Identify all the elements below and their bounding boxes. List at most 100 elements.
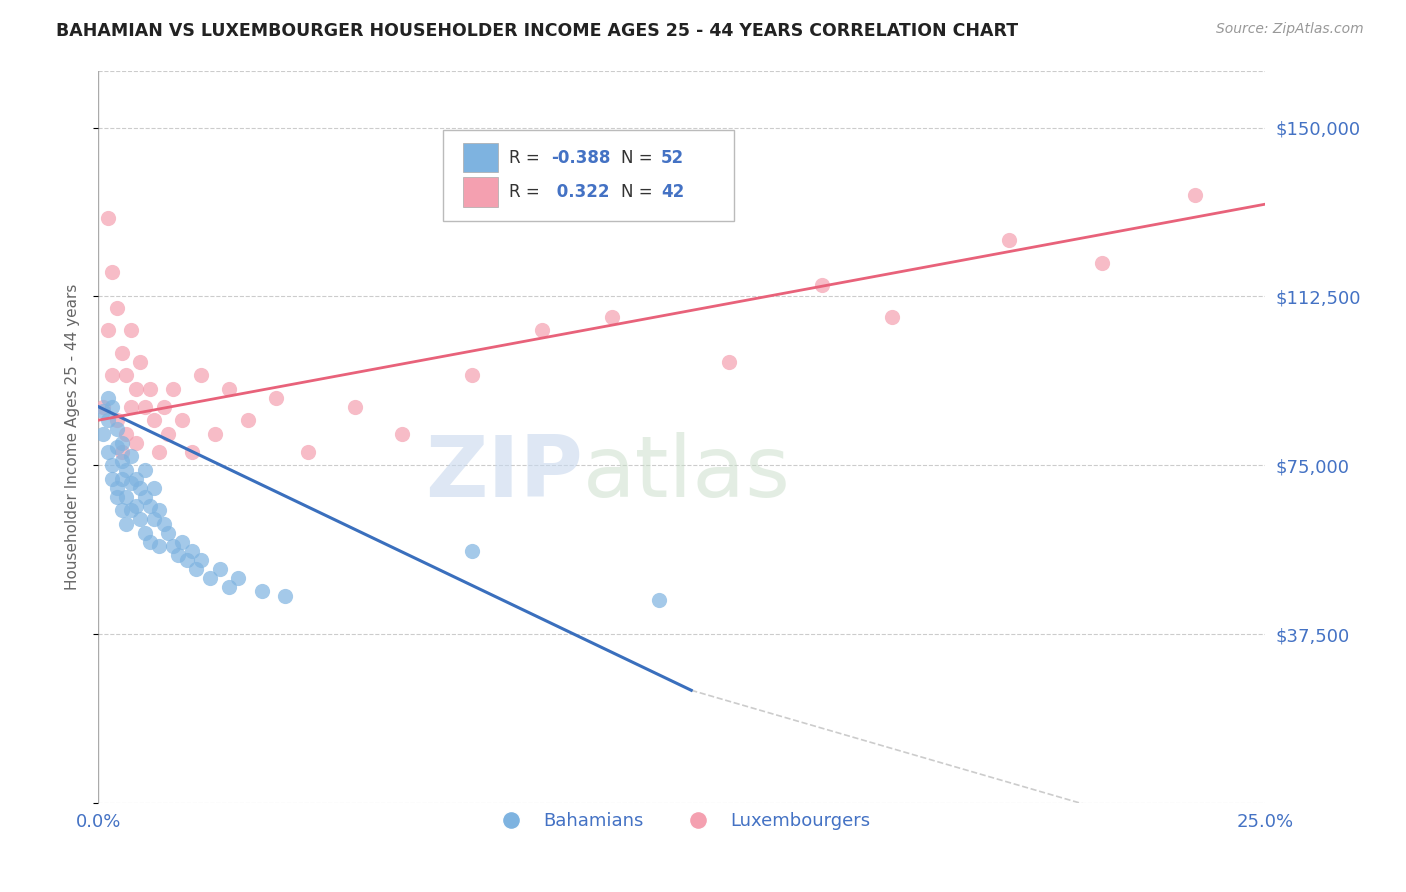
Text: R =: R = xyxy=(509,149,546,167)
Point xyxy=(101,458,124,473)
Point xyxy=(190,553,212,567)
FancyBboxPatch shape xyxy=(463,178,498,207)
Point xyxy=(129,512,152,526)
Point xyxy=(120,323,142,337)
Point xyxy=(97,323,120,337)
Point xyxy=(105,481,128,495)
Point xyxy=(125,472,148,486)
Point xyxy=(91,404,114,418)
Point xyxy=(236,413,259,427)
Point xyxy=(139,534,162,549)
Text: atlas: atlas xyxy=(582,432,790,516)
Point xyxy=(115,516,138,531)
Point xyxy=(125,382,148,396)
Point xyxy=(172,413,194,427)
Text: ZIP: ZIP xyxy=(425,432,582,516)
Point xyxy=(129,354,152,368)
Point xyxy=(186,562,208,576)
Text: BAHAMIAN VS LUXEMBOURGER HOUSEHOLDER INCOME AGES 25 - 44 YEARS CORRELATION CHART: BAHAMIAN VS LUXEMBOURGER HOUSEHOLDER INC… xyxy=(56,22,1018,40)
Point xyxy=(264,391,287,405)
Point xyxy=(129,481,152,495)
Point xyxy=(162,539,184,553)
Point xyxy=(97,211,120,225)
Point xyxy=(120,449,142,463)
Point xyxy=(115,368,138,383)
Point xyxy=(461,543,484,558)
Point xyxy=(190,368,212,383)
Text: Source: ZipAtlas.com: Source: ZipAtlas.com xyxy=(1216,22,1364,37)
Point xyxy=(97,391,120,405)
Point xyxy=(172,534,194,549)
Point xyxy=(166,548,188,562)
Point xyxy=(880,310,903,324)
Point xyxy=(111,453,134,467)
Point xyxy=(180,444,202,458)
Text: 42: 42 xyxy=(661,183,685,201)
Point xyxy=(134,400,156,414)
Point xyxy=(101,265,124,279)
FancyBboxPatch shape xyxy=(443,130,734,221)
Point xyxy=(157,426,180,441)
Point xyxy=(134,463,156,477)
Text: R =: R = xyxy=(509,183,550,201)
Point xyxy=(274,589,297,603)
Point xyxy=(105,413,128,427)
Point xyxy=(530,323,553,337)
Point xyxy=(105,440,128,454)
Point xyxy=(111,472,134,486)
Point xyxy=(218,382,240,396)
Point xyxy=(134,525,156,540)
Point xyxy=(228,571,250,585)
Point xyxy=(811,278,834,293)
Point xyxy=(125,499,148,513)
Point xyxy=(143,481,166,495)
Point xyxy=(125,435,148,450)
Point xyxy=(1184,188,1206,202)
Point xyxy=(120,400,142,414)
Point xyxy=(600,310,623,324)
Point xyxy=(162,382,184,396)
Point xyxy=(647,593,669,607)
Point xyxy=(391,426,413,441)
Text: N =: N = xyxy=(621,183,658,201)
Point xyxy=(717,354,740,368)
Point xyxy=(91,400,114,414)
Point xyxy=(344,400,367,414)
Point xyxy=(97,444,120,458)
Point xyxy=(461,368,484,383)
Point xyxy=(152,400,174,414)
Point xyxy=(139,382,162,396)
FancyBboxPatch shape xyxy=(463,143,498,172)
Point xyxy=(105,301,128,315)
Text: N =: N = xyxy=(621,149,658,167)
Text: -0.388: -0.388 xyxy=(551,149,610,167)
Point xyxy=(111,345,134,359)
Point xyxy=(176,553,198,567)
Point xyxy=(105,490,128,504)
Point xyxy=(111,503,134,517)
Point xyxy=(139,499,162,513)
Point xyxy=(997,233,1019,247)
Point xyxy=(115,463,138,477)
Y-axis label: Householder Income Ages 25 - 44 years: Householder Income Ages 25 - 44 years xyxy=(65,284,80,591)
Point xyxy=(111,444,134,458)
Point xyxy=(200,571,222,585)
Point xyxy=(91,426,114,441)
Point xyxy=(297,444,319,458)
Point xyxy=(143,512,166,526)
Point xyxy=(97,413,120,427)
Point xyxy=(120,503,142,517)
Point xyxy=(208,562,231,576)
Point xyxy=(115,490,138,504)
Point xyxy=(148,444,170,458)
Point xyxy=(1091,255,1114,269)
Point xyxy=(120,476,142,491)
Point xyxy=(105,422,128,436)
Point xyxy=(204,426,226,441)
Point xyxy=(250,584,273,599)
Text: 0.322: 0.322 xyxy=(551,183,610,201)
Point xyxy=(157,525,180,540)
Point xyxy=(152,516,174,531)
Point xyxy=(148,539,170,553)
Point xyxy=(134,490,156,504)
